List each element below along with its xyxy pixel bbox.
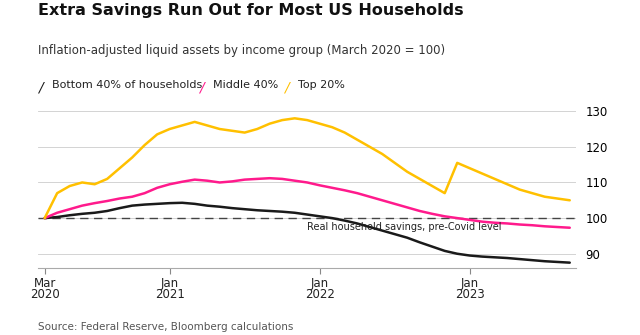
Text: Real household savings, pre-Covid level: Real household savings, pre-Covid level	[307, 222, 502, 232]
Text: 2020: 2020	[30, 288, 60, 300]
Text: Inflation-adjusted liquid assets by income group (March 2020 = 100): Inflation-adjusted liquid assets by inco…	[38, 44, 445, 57]
Text: 2022: 2022	[305, 288, 335, 300]
Text: /: /	[38, 80, 43, 94]
Text: Jan: Jan	[461, 277, 479, 290]
Text: 2023: 2023	[455, 288, 484, 300]
Text: Bottom 40% of households: Bottom 40% of households	[52, 80, 203, 90]
Text: Top 20%: Top 20%	[298, 80, 344, 90]
Text: Jan: Jan	[161, 277, 179, 290]
Text: Middle 40%: Middle 40%	[213, 80, 278, 90]
Text: Mar: Mar	[33, 277, 56, 290]
Text: /: /	[284, 80, 288, 94]
Text: 2021: 2021	[155, 288, 184, 300]
Text: Source: Federal Reserve, Bloomberg calculations: Source: Federal Reserve, Bloomberg calcu…	[38, 322, 294, 332]
Text: Extra Savings Run Out for Most US Households: Extra Savings Run Out for Most US Househ…	[38, 3, 464, 18]
Text: /: /	[199, 80, 204, 94]
Text: Jan: Jan	[310, 277, 329, 290]
